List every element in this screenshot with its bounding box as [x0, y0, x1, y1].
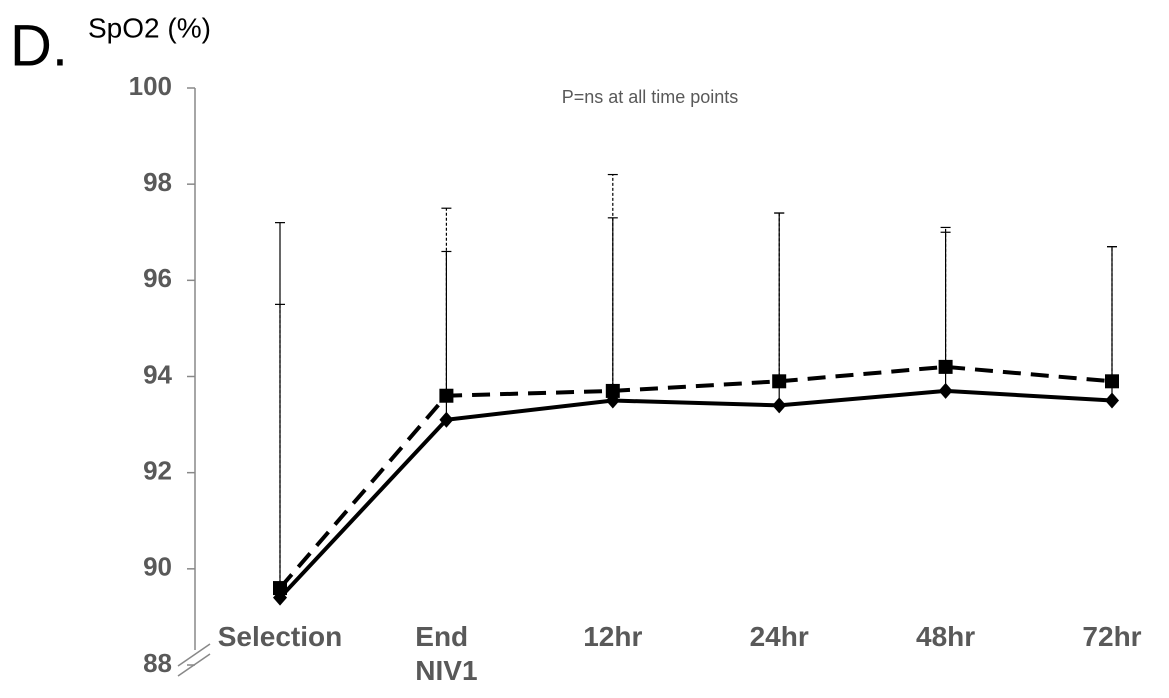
x-tick-label: 48hr [916, 621, 976, 652]
marker [439, 411, 454, 428]
y-tick-label: 96 [143, 263, 172, 293]
x-tick-label: 72hr [1082, 621, 1142, 652]
x-tick-label: Selection [217, 621, 343, 652]
x-tick-label: 12hr [583, 621, 643, 652]
y-tick-label: 90 [143, 552, 172, 582]
marker [938, 359, 953, 374]
x-tick-label: End NIV1 [415, 621, 478, 686]
y-tick-label: 98 [143, 167, 172, 197]
y-tick-label: 92 [143, 456, 172, 486]
marker [1105, 392, 1119, 409]
x-tick-label: 24hr [749, 621, 809, 652]
chart-title: SpO2 (%) [88, 12, 211, 43]
annotation: P=ns at all time points [562, 87, 739, 107]
axis-break [177, 643, 211, 667]
marker [605, 383, 620, 398]
marker [439, 388, 454, 403]
series-line [278, 388, 1113, 600]
panel-label: D. [10, 13, 68, 78]
marker [273, 581, 287, 596]
marker [1105, 374, 1119, 389]
marker [772, 374, 787, 389]
marker [938, 382, 953, 399]
series-line [278, 364, 1113, 590]
y-tick-label: 94 [143, 359, 172, 389]
y-tick-label: 88 [143, 648, 172, 678]
y-tick-label: 100 [129, 71, 172, 101]
marker [772, 397, 787, 414]
